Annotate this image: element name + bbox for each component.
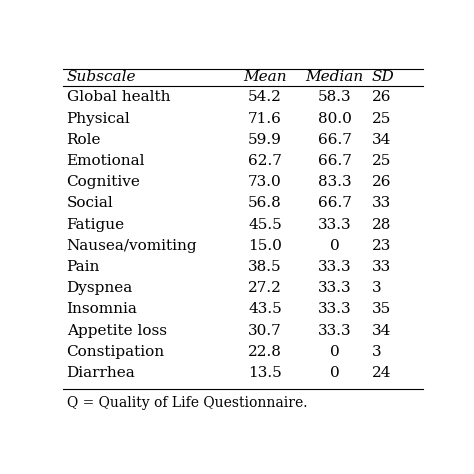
Text: 43.5: 43.5 — [248, 302, 282, 317]
Text: SD: SD — [372, 70, 394, 84]
Text: 3: 3 — [372, 281, 381, 295]
Text: Subscale: Subscale — [66, 70, 136, 84]
Text: 23: 23 — [372, 239, 391, 253]
Text: 13.5: 13.5 — [248, 366, 282, 380]
Text: 73.0: 73.0 — [248, 175, 282, 189]
Text: 33: 33 — [372, 196, 391, 210]
Text: 24: 24 — [372, 366, 391, 380]
Text: 28: 28 — [372, 218, 391, 232]
Text: 66.7: 66.7 — [318, 196, 352, 210]
Text: Social: Social — [66, 196, 113, 210]
Text: 71.6: 71.6 — [248, 112, 282, 126]
Text: 80.0: 80.0 — [318, 112, 352, 126]
Text: 33.3: 33.3 — [318, 218, 352, 232]
Text: 83.3: 83.3 — [318, 175, 352, 189]
Text: Global health: Global health — [66, 91, 170, 104]
Text: Dyspnea: Dyspnea — [66, 281, 133, 295]
Text: 0: 0 — [330, 239, 340, 253]
Text: Mean: Mean — [243, 70, 287, 84]
Text: 62.7: 62.7 — [248, 154, 282, 168]
Text: 59.9: 59.9 — [248, 133, 282, 147]
Text: Median: Median — [306, 70, 364, 84]
Text: 0: 0 — [330, 366, 340, 380]
Text: 22.8: 22.8 — [248, 345, 282, 359]
Text: 66.7: 66.7 — [318, 133, 352, 147]
Text: 33.3: 33.3 — [318, 302, 352, 317]
Text: 30.7: 30.7 — [248, 324, 282, 337]
Text: Physical: Physical — [66, 112, 130, 126]
Text: 26: 26 — [372, 91, 391, 104]
Text: 34: 34 — [372, 133, 391, 147]
Text: Cognitive: Cognitive — [66, 175, 140, 189]
Text: Role: Role — [66, 133, 101, 147]
Text: 25: 25 — [372, 154, 391, 168]
Text: 35: 35 — [372, 302, 391, 317]
Text: 33: 33 — [372, 260, 391, 274]
Text: 45.5: 45.5 — [248, 218, 282, 232]
Text: Nausea/vomiting: Nausea/vomiting — [66, 239, 197, 253]
Text: 56.8: 56.8 — [248, 196, 282, 210]
Text: 38.5: 38.5 — [248, 260, 282, 274]
Text: 25: 25 — [372, 112, 391, 126]
Text: 26: 26 — [372, 175, 391, 189]
Text: 33.3: 33.3 — [318, 281, 352, 295]
Text: Insomnia: Insomnia — [66, 302, 137, 317]
Text: Fatigue: Fatigue — [66, 218, 125, 232]
Text: 15.0: 15.0 — [248, 239, 282, 253]
Text: 66.7: 66.7 — [318, 154, 352, 168]
Text: 27.2: 27.2 — [248, 281, 282, 295]
Text: Pain: Pain — [66, 260, 100, 274]
Text: 33.3: 33.3 — [318, 324, 352, 337]
Text: Constipation: Constipation — [66, 345, 165, 359]
Text: Diarrhea: Diarrhea — [66, 366, 136, 380]
Text: 34: 34 — [372, 324, 391, 337]
Text: 33.3: 33.3 — [318, 260, 352, 274]
Text: Emotional: Emotional — [66, 154, 145, 168]
Text: 54.2: 54.2 — [248, 91, 282, 104]
Text: 3: 3 — [372, 345, 381, 359]
Text: 58.3: 58.3 — [318, 91, 352, 104]
Text: Appetite loss: Appetite loss — [66, 324, 166, 337]
Text: 0: 0 — [330, 345, 340, 359]
Text: Q = Quality of Life Questionnaire.: Q = Quality of Life Questionnaire. — [66, 396, 307, 410]
